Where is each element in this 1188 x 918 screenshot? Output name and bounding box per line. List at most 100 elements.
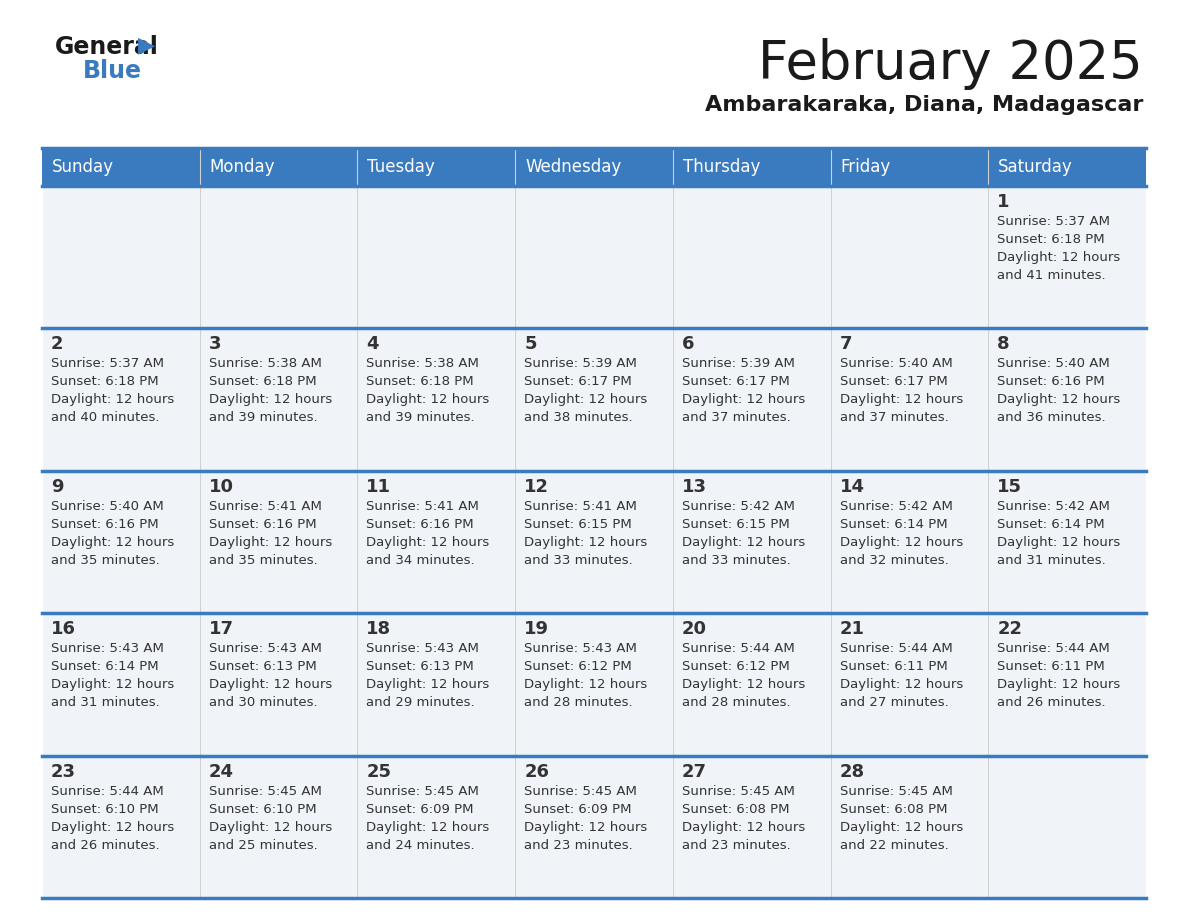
- Text: 23: 23: [51, 763, 76, 780]
- Text: Daylight: 12 hours: Daylight: 12 hours: [840, 394, 962, 407]
- Text: Sunrise: 5:41 AM: Sunrise: 5:41 AM: [524, 499, 637, 513]
- Text: Sunset: 6:08 PM: Sunset: 6:08 PM: [682, 802, 789, 815]
- FancyBboxPatch shape: [42, 756, 200, 898]
- Text: Daylight: 12 hours: Daylight: 12 hours: [366, 536, 489, 549]
- Text: Sunrise: 5:43 AM: Sunrise: 5:43 AM: [51, 643, 164, 655]
- Text: and 28 minutes.: and 28 minutes.: [524, 696, 633, 710]
- Text: and 38 minutes.: and 38 minutes.: [524, 411, 633, 424]
- Text: Sunrise: 5:40 AM: Sunrise: 5:40 AM: [840, 357, 953, 370]
- Text: Sunrise: 5:44 AM: Sunrise: 5:44 AM: [51, 785, 164, 798]
- Text: Sunrise: 5:39 AM: Sunrise: 5:39 AM: [682, 357, 795, 370]
- FancyBboxPatch shape: [672, 186, 830, 329]
- Text: Sunrise: 5:45 AM: Sunrise: 5:45 AM: [682, 785, 795, 798]
- Text: Sunset: 6:18 PM: Sunset: 6:18 PM: [51, 375, 159, 388]
- Text: 7: 7: [840, 335, 852, 353]
- Text: 5: 5: [524, 335, 537, 353]
- Text: and 39 minutes.: and 39 minutes.: [366, 411, 475, 424]
- FancyBboxPatch shape: [830, 756, 988, 898]
- FancyBboxPatch shape: [672, 471, 830, 613]
- FancyBboxPatch shape: [830, 329, 988, 471]
- Text: ▶: ▶: [138, 35, 156, 55]
- Text: Sunrise: 5:40 AM: Sunrise: 5:40 AM: [997, 357, 1110, 370]
- Text: 21: 21: [840, 621, 865, 638]
- FancyBboxPatch shape: [200, 329, 358, 471]
- FancyBboxPatch shape: [200, 613, 358, 756]
- Text: and 31 minutes.: and 31 minutes.: [51, 696, 159, 710]
- FancyBboxPatch shape: [988, 613, 1146, 756]
- FancyBboxPatch shape: [516, 756, 672, 898]
- FancyBboxPatch shape: [358, 756, 516, 898]
- Text: 8: 8: [997, 335, 1010, 353]
- Text: and 26 minutes.: and 26 minutes.: [997, 696, 1106, 710]
- FancyBboxPatch shape: [988, 756, 1146, 898]
- Text: 12: 12: [524, 477, 549, 496]
- Text: Daylight: 12 hours: Daylight: 12 hours: [997, 251, 1120, 264]
- Text: 4: 4: [366, 335, 379, 353]
- Text: and 22 minutes.: and 22 minutes.: [840, 839, 948, 852]
- Text: Daylight: 12 hours: Daylight: 12 hours: [682, 394, 805, 407]
- FancyBboxPatch shape: [988, 186, 1146, 329]
- Text: Sunrise: 5:38 AM: Sunrise: 5:38 AM: [209, 357, 322, 370]
- FancyBboxPatch shape: [42, 186, 200, 329]
- Text: 19: 19: [524, 621, 549, 638]
- Text: Sunrise: 5:44 AM: Sunrise: 5:44 AM: [840, 643, 953, 655]
- Text: Daylight: 12 hours: Daylight: 12 hours: [524, 536, 647, 549]
- Text: Daylight: 12 hours: Daylight: 12 hours: [366, 678, 489, 691]
- Text: and 26 minutes.: and 26 minutes.: [51, 839, 159, 852]
- Text: 17: 17: [209, 621, 234, 638]
- Text: Sunrise: 5:42 AM: Sunrise: 5:42 AM: [682, 499, 795, 513]
- Text: and 27 minutes.: and 27 minutes.: [840, 696, 948, 710]
- Text: 13: 13: [682, 477, 707, 496]
- FancyBboxPatch shape: [830, 613, 988, 756]
- Text: Daylight: 12 hours: Daylight: 12 hours: [682, 821, 805, 834]
- Text: and 23 minutes.: and 23 minutes.: [682, 839, 790, 852]
- Text: Daylight: 12 hours: Daylight: 12 hours: [682, 536, 805, 549]
- Text: Tuesday: Tuesday: [367, 158, 435, 176]
- Text: 25: 25: [366, 763, 391, 780]
- Text: Sunrise: 5:39 AM: Sunrise: 5:39 AM: [524, 357, 637, 370]
- FancyBboxPatch shape: [358, 329, 516, 471]
- Text: Sunrise: 5:42 AM: Sunrise: 5:42 AM: [997, 499, 1110, 513]
- Text: 15: 15: [997, 477, 1023, 496]
- Text: 18: 18: [366, 621, 392, 638]
- FancyBboxPatch shape: [516, 186, 672, 329]
- Text: Sunrise: 5:45 AM: Sunrise: 5:45 AM: [209, 785, 322, 798]
- Text: Sunset: 6:17 PM: Sunset: 6:17 PM: [682, 375, 790, 388]
- Text: Sunset: 6:09 PM: Sunset: 6:09 PM: [524, 802, 632, 815]
- Text: Sunset: 6:13 PM: Sunset: 6:13 PM: [209, 660, 316, 673]
- Text: and 24 minutes.: and 24 minutes.: [366, 839, 475, 852]
- FancyBboxPatch shape: [672, 329, 830, 471]
- Text: and 35 minutes.: and 35 minutes.: [51, 554, 159, 566]
- Text: Daylight: 12 hours: Daylight: 12 hours: [51, 394, 175, 407]
- Text: Sunset: 6:18 PM: Sunset: 6:18 PM: [366, 375, 474, 388]
- Text: Sunset: 6:10 PM: Sunset: 6:10 PM: [51, 802, 159, 815]
- Text: 24: 24: [209, 763, 234, 780]
- Text: 27: 27: [682, 763, 707, 780]
- Text: Sunset: 6:17 PM: Sunset: 6:17 PM: [524, 375, 632, 388]
- Text: Sunset: 6:18 PM: Sunset: 6:18 PM: [209, 375, 316, 388]
- Text: Ambarakaraka, Diana, Madagascar: Ambarakaraka, Diana, Madagascar: [704, 95, 1143, 115]
- Text: Sunset: 6:15 PM: Sunset: 6:15 PM: [524, 518, 632, 531]
- Text: Daylight: 12 hours: Daylight: 12 hours: [997, 536, 1120, 549]
- Text: Daylight: 12 hours: Daylight: 12 hours: [840, 678, 962, 691]
- Text: Sunday: Sunday: [52, 158, 114, 176]
- Text: 9: 9: [51, 477, 63, 496]
- Text: Sunrise: 5:40 AM: Sunrise: 5:40 AM: [51, 499, 164, 513]
- Text: Wednesday: Wednesday: [525, 158, 621, 176]
- Text: Daylight: 12 hours: Daylight: 12 hours: [997, 394, 1120, 407]
- Text: 22: 22: [997, 621, 1023, 638]
- Text: 1: 1: [997, 193, 1010, 211]
- Text: 11: 11: [366, 477, 391, 496]
- Text: 10: 10: [209, 477, 234, 496]
- Text: Daylight: 12 hours: Daylight: 12 hours: [997, 678, 1120, 691]
- Text: Daylight: 12 hours: Daylight: 12 hours: [209, 394, 331, 407]
- Text: and 40 minutes.: and 40 minutes.: [51, 411, 159, 424]
- FancyBboxPatch shape: [358, 186, 516, 329]
- Text: and 25 minutes.: and 25 minutes.: [209, 839, 317, 852]
- Text: and 36 minutes.: and 36 minutes.: [997, 411, 1106, 424]
- Text: Daylight: 12 hours: Daylight: 12 hours: [524, 821, 647, 834]
- Text: and 37 minutes.: and 37 minutes.: [682, 411, 790, 424]
- Text: Sunset: 6:14 PM: Sunset: 6:14 PM: [997, 518, 1105, 531]
- Text: Daylight: 12 hours: Daylight: 12 hours: [682, 678, 805, 691]
- Text: Daylight: 12 hours: Daylight: 12 hours: [51, 821, 175, 834]
